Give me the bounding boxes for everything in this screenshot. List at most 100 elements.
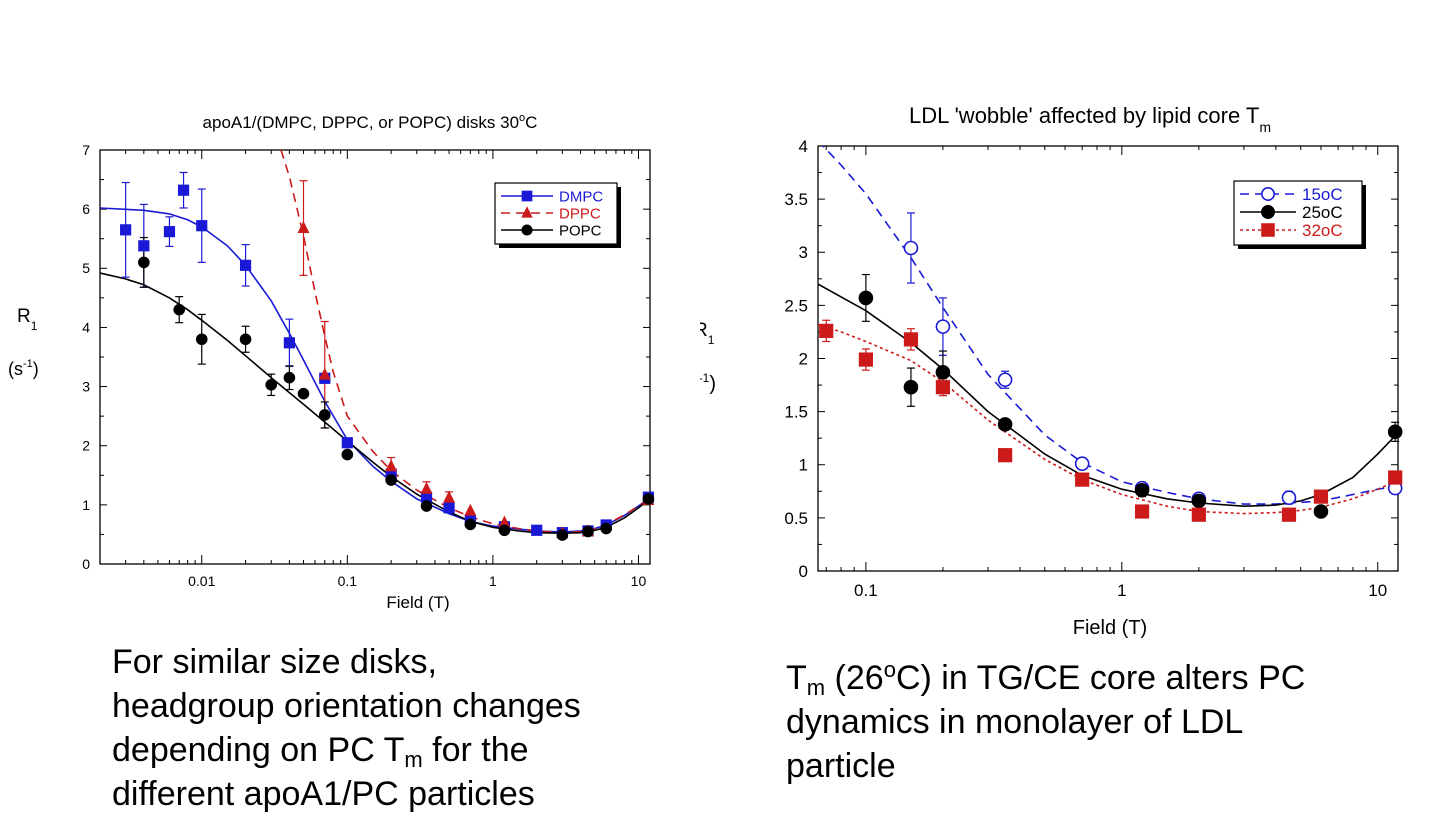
data-point-32oc — [1075, 472, 1090, 487]
caption-left-line-4: different apoA1/PC particles — [112, 775, 535, 813]
caption-right-line-3: particle — [786, 747, 896, 785]
data-point-popc — [173, 303, 186, 316]
y-tick-label: 1.5 — [784, 403, 808, 422]
legend-label-25oc: 25oC — [1302, 203, 1343, 222]
data-point-32oc — [935, 380, 951, 395]
data-point-popc — [341, 448, 354, 461]
caption-left-line-3: depending on PC Tm for the — [112, 731, 529, 772]
data-point-dmpc — [177, 184, 190, 196]
y-tick-label: 4 — [799, 137, 808, 156]
data-point-32oc — [1388, 470, 1403, 485]
y-tick-label: 2 — [82, 438, 90, 454]
y-tick-label: 1 — [799, 456, 808, 475]
data-point-dppc — [420, 481, 433, 494]
legend-box — [1233, 180, 1363, 246]
caption-left: For similar size disks, headgroup orient… — [112, 640, 581, 816]
data-point-32oc — [1191, 507, 1206, 522]
y-tick-label: 2.5 — [784, 296, 808, 315]
data-point-dppc — [443, 490, 456, 503]
x-tick-label: 10 — [631, 573, 647, 589]
legend-label-dppc: DPPC — [559, 205, 601, 222]
left-y-label: R1 — [17, 306, 38, 333]
right-y-label: R1 — [700, 320, 715, 347]
data-point-dmpc — [196, 220, 208, 232]
data-point-32oc — [1134, 504, 1150, 519]
data-point-15oc — [935, 319, 951, 334]
data-point-popc — [464, 518, 477, 531]
legend-box — [494, 182, 618, 245]
right-x-label: Field (T) — [1073, 617, 1147, 639]
data-point-25oc — [1387, 424, 1403, 440]
data-point-popc — [385, 474, 397, 486]
data-point-dppc — [464, 503, 477, 516]
data-point-15oc — [1074, 456, 1090, 471]
data-point-dmpc — [138, 240, 150, 252]
caption-right: Tm (26oC) in TG/CE core alters PC dynami… — [786, 656, 1305, 788]
legend-label-15oc: 15oC — [1302, 185, 1343, 204]
series-line-dppc — [280, 150, 650, 534]
data-point-32oc — [1313, 489, 1329, 504]
data-point-popc — [318, 409, 331, 421]
data-point-popc — [239, 333, 252, 346]
y-tick-label: 4 — [82, 319, 90, 335]
data-point-32oc — [1281, 507, 1297, 522]
legend-marker-dppc — [521, 206, 533, 218]
legend-marker-32oc — [1261, 223, 1275, 237]
y-tick-label: 1 — [82, 497, 90, 513]
data-point-dppc — [297, 221, 310, 233]
y-tick-label: 3 — [82, 378, 90, 394]
caption-left-line-1: For similar size disks, — [112, 643, 437, 681]
legend-marker-popc — [521, 224, 533, 236]
y-tick-label: 0 — [82, 556, 90, 572]
y-tick-label: 7 — [82, 142, 90, 158]
data-point-dppc — [318, 367, 331, 380]
data-point-25oc — [1313, 504, 1329, 519]
data-point-32oc — [903, 332, 919, 347]
data-point-popc — [195, 333, 208, 346]
chart-left: apoA1/(DMPC, DPPC, or POPC) disks 30oC R… — [8, 112, 655, 612]
data-point-dmpc — [443, 502, 455, 514]
data-point-popc — [600, 522, 612, 535]
left-chart-title: apoA1/(DMPC, DPPC, or POPC) disks 30oC — [203, 112, 538, 132]
y-tick-label: 0.5 — [784, 509, 808, 528]
data-point-popc — [556, 529, 569, 541]
data-point-dmpc — [531, 524, 543, 536]
x-tick-label: 0.1 — [854, 581, 878, 600]
data-point-popc — [582, 525, 594, 538]
y-tick-label: 3.5 — [784, 190, 808, 209]
data-point-dmpc — [120, 224, 132, 236]
legend-label-popc: POPC — [559, 222, 602, 239]
caption-right-line-1: Tm (26oC) in TG/CE core alters PC — [786, 657, 1306, 700]
y-tick-label: 3 — [799, 243, 808, 262]
chart-right: LDL 'wobble' affected by lipid core Tm R… — [700, 103, 1403, 639]
x-tick-label: 10 — [1368, 581, 1387, 600]
data-point-15oc — [997, 372, 1013, 388]
legend-marker-25oc — [1261, 205, 1275, 219]
data-point-25oc — [858, 290, 874, 306]
y-tick-label: 0 — [799, 562, 808, 581]
y-tick-label: 6 — [82, 201, 90, 217]
x-tick-label: 0.01 — [188, 573, 215, 589]
right-y-unit: (s-1) — [700, 371, 716, 395]
data-point-popc — [498, 524, 511, 537]
series-line-32oc — [818, 323, 1398, 515]
caption-right-line-2: dynamics in monolayer of LDL — [786, 703, 1244, 741]
data-point-popc — [138, 256, 150, 269]
data-point-25oc — [935, 365, 951, 380]
data-point-15oc — [1281, 490, 1297, 505]
x-tick-label: 1 — [489, 573, 497, 589]
data-point-25oc — [903, 379, 919, 395]
series-line-25oc — [818, 283, 1398, 508]
series-line-dmpc — [100, 207, 650, 533]
data-point-25oc — [1134, 482, 1150, 498]
data-point-dmpc — [239, 259, 252, 271]
data-point-dmpc — [283, 337, 295, 349]
x-tick-label: 0.1 — [338, 573, 358, 589]
data-point-popc — [265, 378, 278, 391]
right-chart-title: LDL 'wobble' affected by lipid core Tm — [909, 103, 1271, 135]
y-tick-label: 2 — [799, 349, 808, 368]
data-point-popc — [283, 371, 296, 384]
data-point-popc — [642, 493, 655, 505]
data-point-32oc — [858, 352, 873, 367]
legend-marker-15oc — [1261, 187, 1275, 201]
